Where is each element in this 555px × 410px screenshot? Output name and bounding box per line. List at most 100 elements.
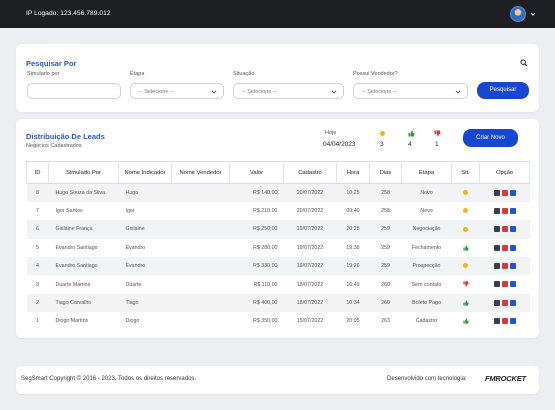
- pdf-icon[interactable]: [501, 318, 508, 325]
- ip-label: IP Logado: 123.456.789.012: [26, 10, 111, 17]
- simulado-label: Simulado por: [27, 71, 60, 77]
- cell-hora: 10:25: [336, 183, 370, 202]
- cell-valor: R$ 110,00: [253, 281, 278, 288]
- cell-simulado: Tiago Carvalho: [48, 293, 119, 313]
- edit-icon[interactable]: [493, 299, 500, 306]
- cell-dias: 258: [381, 208, 390, 215]
- thumbs-down-icon: [434, 130, 441, 137]
- cell-indicador: Hugo: [118, 183, 172, 202]
- edit-icon[interactable]: [493, 281, 500, 288]
- table-row: 8 Hugo Souza da Silva Hugo R$ 140,00 20/07/2…: [26, 183, 530, 202]
- cell-cadastro: 15/07/2022: [296, 318, 324, 325]
- cell-simulado: Hugo Souza da Silva: [48, 183, 119, 202]
- cell-options: [480, 239, 530, 257]
- cell-sit: [451, 183, 480, 202]
- thumbs-up-icon: [462, 318, 469, 324]
- edit-icon[interactable]: [493, 189, 500, 196]
- chevron-down-icon[interactable]: [530, 11, 536, 17]
- yellow-status-icon: [463, 208, 468, 214]
- edit-icon[interactable]: [493, 263, 500, 270]
- search-button[interactable]: Pesquisar: [477, 82, 529, 99]
- count-yellow: 3: [380, 141, 384, 148]
- cell-id: 8: [26, 183, 49, 202]
- pdf-icon[interactable]: [501, 281, 508, 288]
- cell-valor: R$ 280,00: [253, 244, 278, 251]
- cell-options: [479, 220, 530, 239]
- cell-options: [479, 183, 530, 202]
- cell-sit: [451, 293, 480, 313]
- cell-indicador: Gislaine: [118, 220, 172, 239]
- yellow-status-icon: [380, 131, 385, 136]
- cell-hora: 10:34: [336, 293, 370, 313]
- user-icon[interactable]: [509, 226, 516, 233]
- table-body: 8 Hugo Souza da Silva Hugo R$ 140,00 20/07/2…: [26, 183, 530, 331]
- edit-icon[interactable]: [493, 318, 500, 325]
- cell-indicador: Tiago: [118, 293, 172, 313]
- yellow-status-icon: [463, 263, 468, 269]
- cell-dias: 259: [369, 257, 402, 276]
- yellow-status-icon: [463, 190, 468, 196]
- cell-id: 7: [36, 208, 39, 215]
- cell-vendedor: [172, 275, 230, 293]
- vendedor-label: Possui Vendedor?: [353, 71, 398, 77]
- cell-options: [479, 257, 530, 276]
- user-icon[interactable]: [509, 244, 516, 251]
- situacao-select[interactable]: -- Selecione --: [233, 83, 344, 99]
- user-icon[interactable]: [509, 207, 516, 214]
- user-icon[interactable]: [509, 189, 516, 196]
- edit-icon[interactable]: [493, 244, 500, 251]
- pdf-icon[interactable]: [501, 189, 508, 196]
- cell-sit: [452, 239, 480, 257]
- pdf-icon[interactable]: [501, 244, 508, 251]
- table-row: 6 Gislaine França Gislaine R$ 250,00 19/07/2…: [26, 220, 530, 239]
- user-icon[interactable]: [509, 263, 516, 270]
- yellow-status-icon: [463, 226, 468, 232]
- hoje-label: Hoje: [325, 130, 337, 136]
- pdf-icon[interactable]: [501, 263, 508, 270]
- cell-etapa: Sem contato: [411, 281, 442, 288]
- user-icon[interactable]: [509, 318, 516, 325]
- cell-hora: 09:40: [346, 208, 360, 215]
- user-avatar[interactable]: [510, 6, 526, 22]
- cell-dias: 258: [369, 183, 402, 202]
- column-header: Hora: [336, 161, 370, 184]
- cell-simulado: Igor Santos: [55, 208, 83, 215]
- cell-etapa: Fechamento: [411, 244, 442, 251]
- chevron-down-icon: [211, 90, 217, 94]
- column-header: Simulado Por: [48, 161, 119, 184]
- edit-icon[interactable]: [493, 207, 500, 214]
- cell-options: [479, 293, 530, 313]
- pdf-icon[interactable]: [501, 207, 508, 214]
- cell-valor: R$ 140,00: [229, 183, 284, 202]
- vendedor-select[interactable]: -- Selecione --: [353, 83, 468, 99]
- cell-cadastro: 20/07/2022: [283, 183, 337, 202]
- simulado-field[interactable]: [27, 83, 121, 103]
- create-new-button[interactable]: Criar Novo: [463, 129, 518, 147]
- edit-icon[interactable]: [493, 226, 500, 233]
- cell-etapa: Prospecção: [401, 257, 452, 276]
- cell-indicador: Igor: [125, 208, 135, 215]
- fmrocket-logo[interactable]: FMROCKET: [485, 374, 526, 383]
- etapa-select[interactable]: -- Selecione --: [130, 83, 224, 99]
- leads-table: ID Simulado Por Nome Indicador Nome Vendedo…: [26, 161, 530, 331]
- situacao-select-value: -- Selecione --: [242, 88, 277, 95]
- pdf-icon[interactable]: [501, 299, 508, 306]
- leads-card: Distribuição De Leads Negócios Cadastrad…: [16, 119, 539, 338]
- situacao-label: Situação: [233, 71, 255, 77]
- cell-hora: 20:05: [346, 318, 360, 325]
- user-icon[interactable]: [509, 299, 516, 306]
- pdf-icon[interactable]: [501, 226, 508, 233]
- cell-indicador: Duarte: [125, 281, 142, 288]
- simulado-input[interactable]: [28, 89, 120, 103]
- table-row: 1 Diogo Martins Diogo R$ 350,00 15/07/2022 20…: [27, 312, 530, 330]
- cell-cadastro: 19/07/2022: [283, 257, 337, 276]
- cell-options: [480, 202, 530, 220]
- cell-simulado: Evandro Santiago: [55, 244, 98, 251]
- cell-vendedor: [171, 183, 230, 202]
- cell-options: [480, 312, 530, 330]
- table-row: 7 Igor Santos Igor R$ 210,00 20/07/2022 09:40…: [27, 202, 530, 220]
- user-icon[interactable]: [509, 281, 516, 288]
- cell-cadastro: 18/07/2022: [283, 293, 337, 313]
- cell-etapa: Negociação: [401, 220, 452, 239]
- search-icon[interactable]: [520, 59, 528, 67]
